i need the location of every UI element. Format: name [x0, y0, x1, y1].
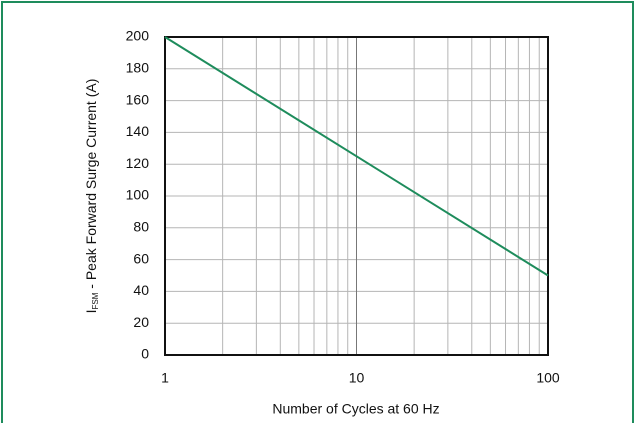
y-tick-label: 160: [126, 91, 150, 107]
y-label-symbol: I: [83, 309, 99, 313]
y-tick-label: 0: [141, 346, 149, 362]
y-tick-label: 80: [133, 219, 149, 235]
y-tick-label: 20: [133, 314, 149, 330]
y-tick-label: 140: [126, 123, 150, 139]
y-tick-label: 120: [126, 155, 150, 171]
y-axis-label: IFSM - Peak Forward Surge Current (A): [83, 79, 100, 314]
x-tick-label: 10: [349, 370, 365, 386]
x-tick-label: 1: [161, 370, 169, 386]
y-tick-label: 40: [133, 282, 149, 298]
y-label-subscript: FSM: [91, 292, 100, 309]
y-tick-label: 180: [126, 60, 150, 76]
x-tick-label: 100: [536, 370, 560, 386]
y-tick-label: 100: [126, 187, 150, 203]
y-tick-label: 200: [126, 28, 150, 44]
x-axis-label: Number of Cycles at 60 Hz: [272, 401, 439, 417]
plot-border: [164, 36, 549, 356]
y-label-text: - Peak Forward Surge Current (A): [83, 79, 99, 293]
y-tick-label: 60: [133, 250, 149, 266]
data-line: [164, 36, 549, 277]
